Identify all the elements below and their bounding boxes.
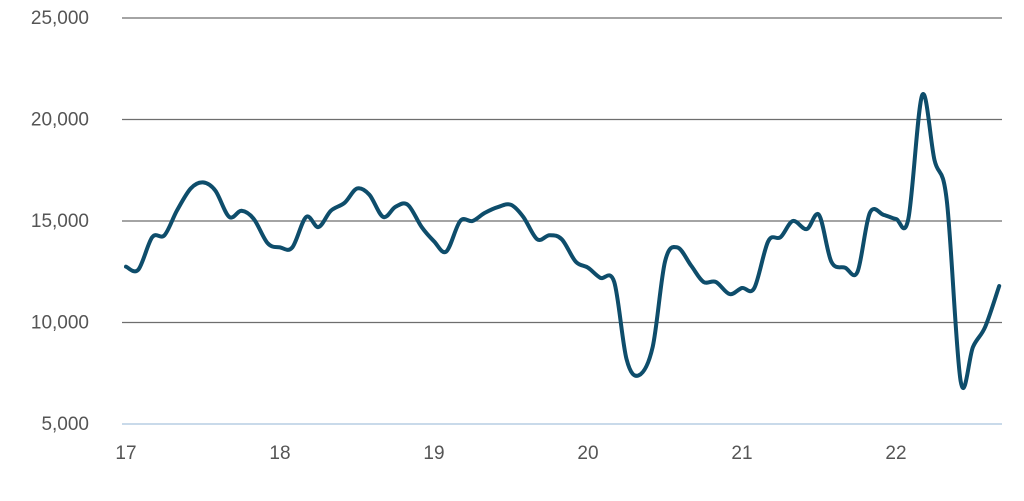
data-point [458,219,462,223]
data-point [483,211,487,215]
data-point [598,276,602,280]
data-point [124,265,128,269]
data-point [920,93,924,97]
data-point [805,227,809,231]
data-point [586,266,590,270]
data-point [367,193,371,197]
data-point [432,239,436,243]
data-point [381,215,385,219]
data-point [959,379,963,383]
y-axis-tick-labels: 5,000 10,000 15,000 20,000 25,000 [31,8,89,435]
data-point [213,189,217,193]
data-point [201,180,205,184]
data-point [702,280,706,284]
x-tick-label: 21 [731,443,752,464]
data-point [728,292,732,296]
data-point [240,209,244,213]
data-point [791,219,795,223]
data-point [752,286,756,290]
data-point [535,237,539,241]
data-point [740,286,744,290]
data-point [420,225,424,229]
data-point [343,201,347,205]
x-axis-tick-labels: 17 18 19 20 21 22 [115,443,906,464]
y-tick-label: 15,000 [31,211,89,232]
data-point [651,345,655,349]
series-line-0 [124,92,1002,391]
data-point [906,217,910,221]
gridlines [122,17,1002,425]
data-point [675,245,679,249]
x-tick-label: 17 [115,443,136,464]
data-point [266,241,270,245]
data-point [189,187,193,191]
data-point [227,215,231,219]
data-point [983,325,987,329]
data-point [329,209,333,213]
data-point [612,280,616,284]
data-point [856,270,860,274]
x-tick-label: 18 [269,443,290,464]
data-point [714,280,718,284]
data-point [843,266,847,270]
data-point [278,245,282,249]
data-point [766,239,770,243]
data-point [882,213,886,217]
data-point [625,357,629,361]
y-tick-label: 10,000 [31,313,89,334]
data-point [136,268,140,272]
data-point [304,215,308,219]
data-point [150,235,154,239]
data-point [637,373,641,377]
x-tick-label: 19 [423,443,444,464]
data-point [560,237,564,241]
data-point [689,264,693,268]
data-point [394,205,398,209]
data-point [663,260,667,264]
data-point [971,345,975,349]
data-point [933,158,937,162]
data-point [509,203,513,207]
x-tick-label: 22 [885,443,906,464]
data-point [868,211,872,215]
x-tick-label: 20 [577,443,598,464]
data-point [817,213,821,217]
data-point [252,217,256,221]
data-point [548,233,552,237]
data-point [521,215,525,219]
series-layer [124,92,1002,391]
data-point [317,225,321,229]
data-point [829,260,833,264]
data-point [945,199,949,203]
data-point [779,235,783,239]
data-point [894,217,898,221]
data-point [471,219,475,223]
y-tick-label: 20,000 [31,110,89,131]
data-point [497,205,501,209]
y-tick-label: 5,000 [41,414,89,435]
data-point [574,260,578,264]
data-point [175,209,179,213]
data-point [355,187,359,191]
data-point [290,245,294,249]
data-point [406,203,410,207]
data-point [997,284,1001,288]
data-point [444,250,448,254]
data-point [163,233,167,237]
y-tick-label: 25,000 [31,8,89,29]
